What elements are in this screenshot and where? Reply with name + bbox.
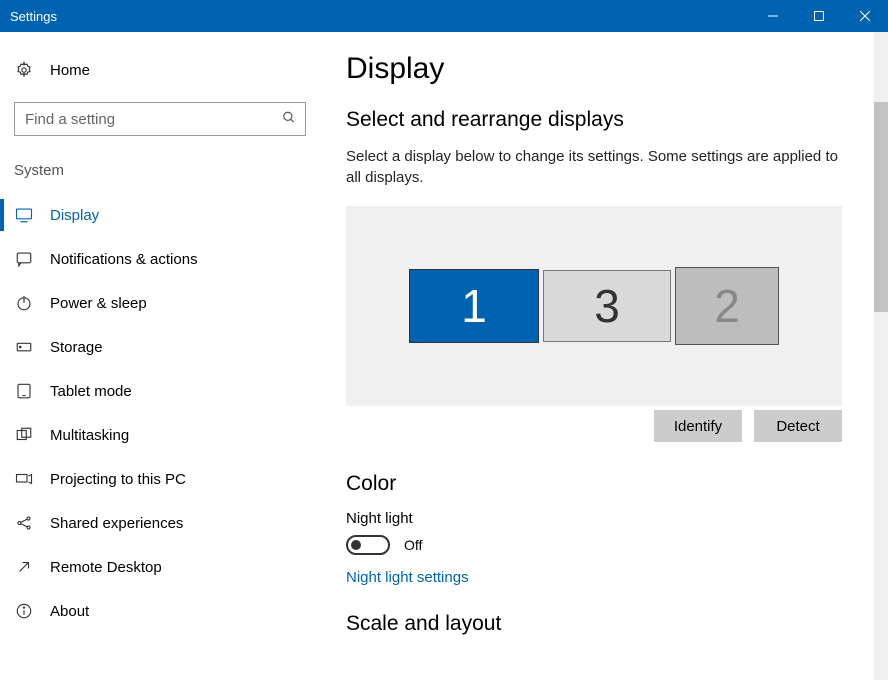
display-1[interactable]: 1 [409,269,539,343]
sidebar-item-projecting[interactable]: Projecting to this PC [0,457,320,501]
sidebar: Home System Display Notifications & acti… [0,32,320,680]
sidebar-item-label: Multitasking [50,427,129,444]
scale-heading: Scale and layout [346,612,842,636]
sidebar-item-label: Notifications & actions [50,251,198,268]
category-label: System [0,158,320,193]
page-title: Display [346,52,842,86]
sidebar-item-label: Power & sleep [50,295,147,312]
gear-icon [14,60,34,80]
info-icon [14,601,34,621]
sidebar-item-label: Shared experiences [50,515,183,532]
sidebar-item-label: Tablet mode [50,383,132,400]
sidebar-item-label: About [50,603,89,620]
display-2[interactable]: 2 [675,267,779,345]
search-input[interactable] [14,102,306,136]
display-3[interactable]: 3 [543,270,671,342]
minimize-icon [768,11,778,21]
detect-button[interactable]: Detect [754,410,842,442]
night-light-settings-link[interactable]: Night light settings [346,569,842,586]
notification-icon [14,249,34,269]
display-buttons: Identify Detect [346,410,842,442]
search-container [14,102,306,136]
scrollbar-thumb[interactable] [874,102,888,312]
multitask-icon [14,425,34,445]
close-button[interactable] [842,0,888,32]
minimize-button[interactable] [750,0,796,32]
remote-icon [14,557,34,577]
tablet-icon [14,381,34,401]
night-light-toggle[interactable] [346,535,390,555]
projecting-icon [14,469,34,489]
sidebar-item-label: Storage [50,339,103,356]
shared-icon [14,513,34,533]
arrange-description: Select a display below to change its set… [346,146,842,188]
search-icon [282,111,296,128]
close-icon [860,11,870,21]
sidebar-item-about[interactable]: About [0,589,320,633]
night-light-state: Off [404,537,422,553]
sidebar-item-power[interactable]: Power & sleep [0,281,320,325]
identify-button[interactable]: Identify [654,410,742,442]
night-light-label: Night light [346,510,842,527]
window-controls [750,0,888,32]
title-bar: Settings [0,0,888,32]
sidebar-item-shared[interactable]: Shared experiences [0,501,320,545]
home-button[interactable]: Home [0,50,320,90]
toggle-knob [351,540,361,550]
power-icon [14,293,34,313]
sidebar-item-multitasking[interactable]: Multitasking [0,413,320,457]
sidebar-item-notifications[interactable]: Notifications & actions [0,237,320,281]
sidebar-item-storage[interactable]: Storage [0,325,320,369]
storage-icon [14,337,34,357]
sidebar-item-display[interactable]: Display [0,193,320,237]
maximize-icon [814,11,824,21]
window-title: Settings [10,9,57,24]
maximize-button[interactable] [796,0,842,32]
color-heading: Color [346,472,842,496]
arrange-heading: Select and rearrange displays [346,108,842,132]
home-label: Home [50,62,90,79]
main-panel: Display Select and rearrange displays Se… [320,32,888,680]
sidebar-item-label: Display [50,207,99,224]
display-arrangement-area[interactable]: 1 3 2 [346,206,842,406]
monitor-icon [14,205,34,225]
sidebar-item-label: Remote Desktop [50,559,162,576]
sidebar-item-remote[interactable]: Remote Desktop [0,545,320,589]
sidebar-item-label: Projecting to this PC [50,471,186,488]
sidebar-item-tablet[interactable]: Tablet mode [0,369,320,413]
